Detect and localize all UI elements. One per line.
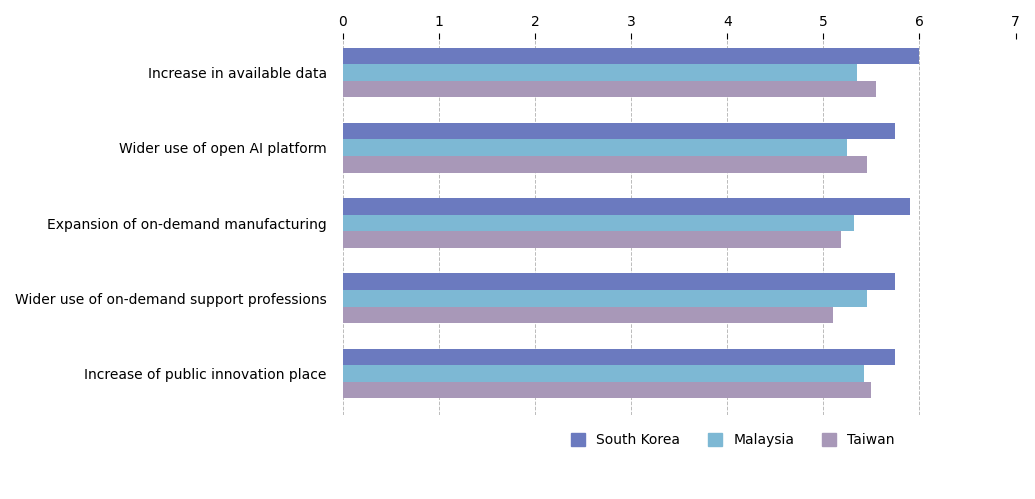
Bar — [343, 382, 871, 398]
Bar — [343, 140, 848, 156]
Legend: South Korea, Malaysia, Taiwan: South Korea, Malaysia, Taiwan — [566, 428, 900, 453]
Bar — [343, 306, 833, 323]
Bar — [343, 198, 910, 215]
Bar — [343, 365, 864, 382]
Bar — [343, 81, 877, 97]
Bar — [343, 64, 857, 81]
Bar — [343, 156, 866, 173]
Bar — [343, 349, 895, 365]
Bar — [343, 290, 866, 306]
Bar — [343, 273, 895, 290]
Bar — [343, 123, 895, 140]
Bar — [343, 48, 919, 64]
Bar — [343, 232, 840, 248]
Bar — [343, 215, 854, 232]
